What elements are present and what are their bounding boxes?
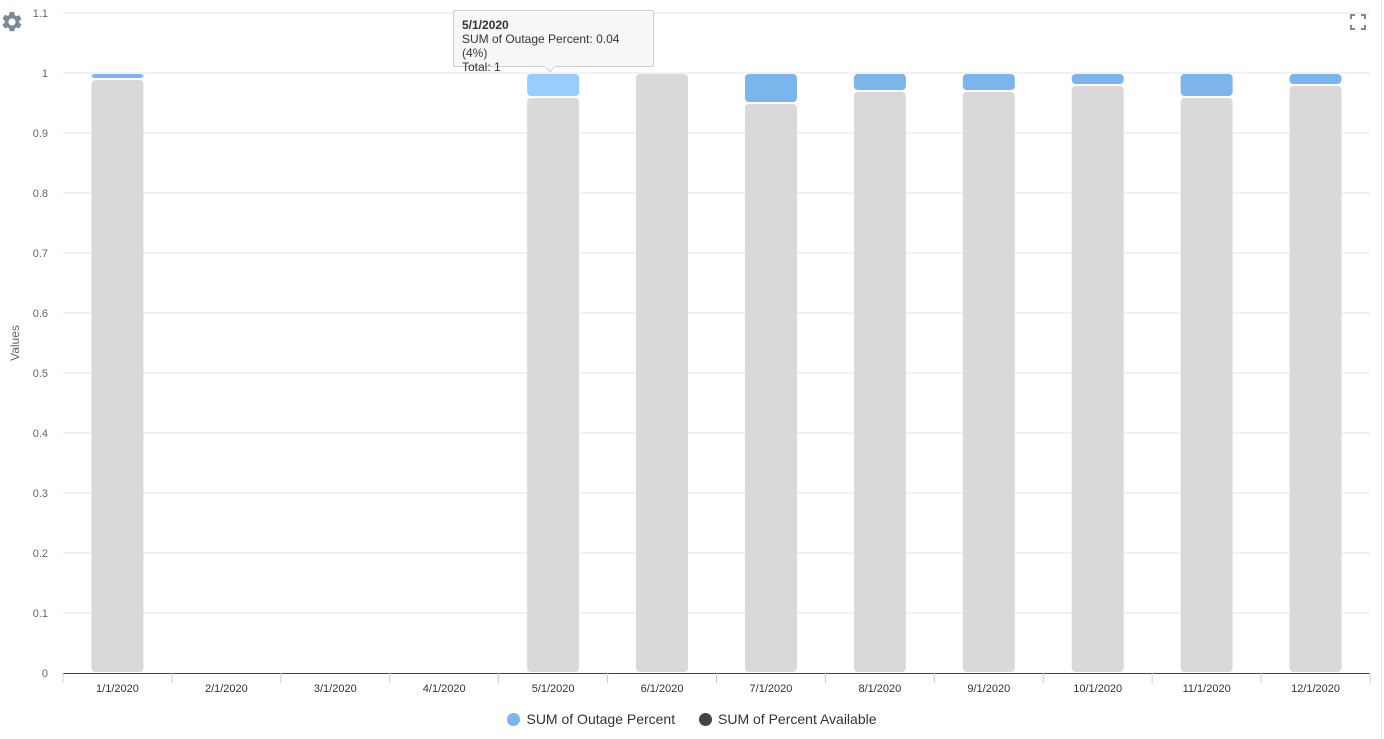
- y-axis-title: Values: [8, 325, 22, 361]
- x-tick-label: 11/1/2020: [1183, 683, 1231, 695]
- y-tick-label: 0.9: [33, 128, 48, 140]
- bar-percent-available: [1071, 86, 1124, 672]
- bar-outage-percent: [744, 74, 797, 102]
- legend-item-outage[interactable]: SUM of Outage Percent: [507, 711, 675, 727]
- x-tick-label: 5/1/2020: [532, 683, 575, 695]
- x-axis: 1/1/2020 2/1/2020 3/1/2020 4/1/2020 5/1/2020…: [62, 673, 1371, 695]
- y-tick-label: 1.1: [33, 8, 48, 20]
- bar-series: [91, 74, 1342, 672]
- y-axis: 0 0.1 0.2 0.3 0.4 0.5 0.6 0.7 0.8 0.9 1 1.1: [33, 8, 48, 680]
- bar-outage-percent: [1071, 74, 1124, 84]
- x-tick-label: 7/1/2020: [750, 683, 793, 695]
- legend-marker-outage: [507, 712, 521, 726]
- legend-label-outage: SUM of Outage Percent: [526, 711, 676, 727]
- bar-outage-percent: [91, 74, 144, 78]
- bar-outage-percent: [853, 74, 906, 90]
- bar-percent-available: [527, 98, 580, 672]
- bar-outage-percent: [527, 74, 580, 96]
- bar-percent-available: [1180, 98, 1233, 672]
- y-tick-label: 1: [42, 68, 48, 80]
- bar-percent-available: [91, 80, 144, 672]
- bar-percent-available: [962, 92, 1015, 672]
- x-tick-label: 2/1/2020: [205, 683, 248, 695]
- bar-outage-percent: [1180, 74, 1233, 96]
- grid-lines: [63, 12, 1370, 614]
- tooltip-total: Total: 1: [462, 60, 501, 74]
- legend-item-available[interactable]: SUM of Percent Available: [699, 711, 877, 727]
- x-tick-label: 12/1/2020: [1291, 683, 1340, 695]
- tooltip-title: 5/1/2020: [462, 18, 509, 32]
- chart-legend: SUM of Outage Percent SUM of Percent Ava…: [0, 711, 1384, 729]
- y-tick-label: 0.3: [33, 488, 48, 500]
- gear-icon[interactable]: [0, 10, 24, 34]
- bar-percent-available: [853, 92, 906, 672]
- y-tick-label: 0.2: [33, 548, 48, 560]
- y-tick-label: 0.4: [33, 428, 48, 440]
- x-tick-label: 8/1/2020: [858, 683, 901, 695]
- panel-border: [1381, 0, 1382, 739]
- y-tick-label: 0.7: [33, 248, 48, 260]
- bar-outage-percent: [1289, 74, 1342, 84]
- chart-tooltip: 5/1/2020 SUM of Outage Percent: 0.04 (4%…: [453, 10, 654, 74]
- y-tick-label: 0.6: [33, 308, 48, 320]
- y-tick-label: 0.1: [33, 608, 48, 620]
- y-tick-label: 0.5: [33, 368, 48, 380]
- x-tick-label: 9/1/2020: [967, 683, 1010, 695]
- legend-marker-available: [699, 712, 713, 726]
- expand-icon[interactable]: [1349, 13, 1367, 31]
- y-tick-label: 0: [42, 668, 48, 680]
- tooltip-arrow: [545, 66, 555, 73]
- x-tick-label: 3/1/2020: [314, 683, 357, 695]
- x-tick-label: 6/1/2020: [641, 683, 684, 695]
- x-tick-label: 10/1/2020: [1073, 683, 1122, 695]
- bar-percent-available: [1289, 86, 1342, 672]
- y-tick-label: 0.8: [33, 188, 48, 200]
- x-tick-label: 1/1/2020: [96, 683, 139, 695]
- bar-percent-available: [744, 104, 797, 672]
- tooltip-series-value: SUM of Outage Percent: 0.04 (4%): [462, 32, 620, 60]
- x-tick-label: 4/1/2020: [423, 683, 466, 695]
- bar-percent-available: [636, 74, 689, 672]
- legend-label-available: SUM of Percent Available: [718, 711, 877, 727]
- bar-outage-percent: [962, 74, 1015, 90]
